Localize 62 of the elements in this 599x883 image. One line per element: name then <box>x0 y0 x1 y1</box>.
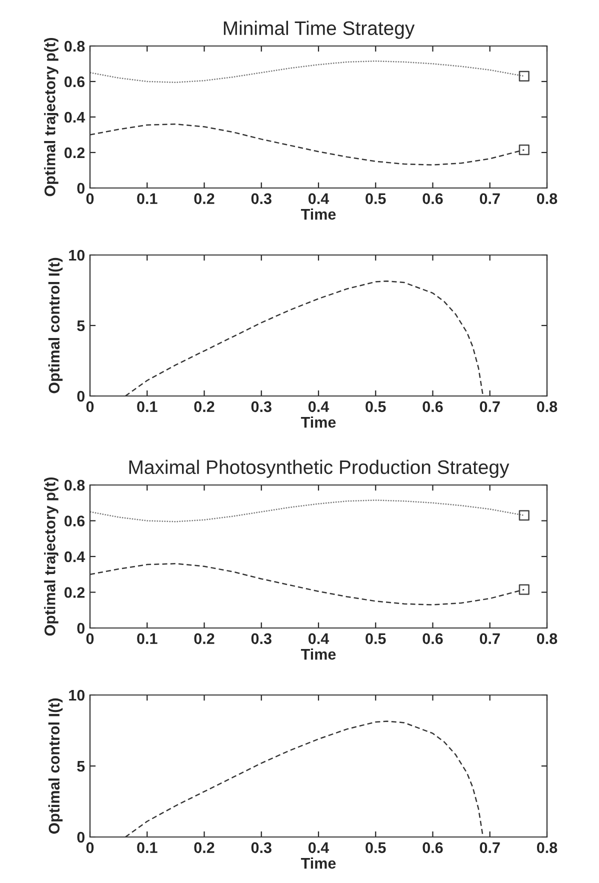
x-axis-title: Time <box>300 208 336 220</box>
x-tick-label: 0.1 <box>137 633 158 644</box>
x-tick-label: 0.7 <box>480 842 500 854</box>
y-axis-title: Optimal trajectory p(t) <box>44 477 58 636</box>
x-tick-label: 0 <box>86 193 94 204</box>
x-tick-label: 0.1 <box>137 193 158 204</box>
x-tick-label: 0.2 <box>194 193 214 204</box>
y-tick-label: 10 <box>69 250 85 261</box>
x-tick-label: 0.4 <box>308 842 330 854</box>
x-axis-title: Time <box>300 416 336 428</box>
x-tick-label: 0.7 <box>480 633 500 644</box>
x-tick-label: 0.3 <box>251 842 272 854</box>
y-tick-label: 0.4 <box>64 112 86 123</box>
y-axis-title: Optimal control I(t) <box>48 698 63 834</box>
y-tick-label: 0 <box>77 622 85 634</box>
y-tick-label: 5 <box>77 761 85 772</box>
x-tick-label: 0.4 <box>308 401 330 412</box>
x-tick-label: 0 <box>86 842 94 854</box>
x-tick-label: 0.5 <box>366 401 386 412</box>
y-tick-label: 0.2 <box>64 147 85 158</box>
x-tick-label: 0.6 <box>422 193 443 204</box>
x-tick-label: 0.3 <box>251 633 272 644</box>
y-tick-label: 0.6 <box>64 516 85 526</box>
x-tick-label: 0.6 <box>422 401 443 412</box>
chart-title: Minimal Time Strategy <box>224 20 415 39</box>
x-tick-label: 0.7 <box>480 401 500 412</box>
x-tick-label: 0.5 <box>366 633 386 644</box>
x-tick-label: 0.6 <box>422 633 443 644</box>
y-axis-title: Optimal control I(t) <box>48 258 63 394</box>
x-axis-title: Time <box>300 648 336 660</box>
x-tick-label: 0.2 <box>194 633 214 644</box>
y-axis-title: Optimal trajectory p(t) <box>44 38 58 196</box>
x-tick-label: 0.5 <box>366 842 386 854</box>
y-tick-label: 0.4 <box>64 551 86 562</box>
y-tick-label: 0.8 <box>64 480 85 491</box>
x-tick-label: 0.2 <box>194 842 214 854</box>
y-tick-label: 0 <box>77 832 85 843</box>
y-tick-label: 0 <box>77 182 85 194</box>
x-tick-label: 0.8 <box>536 193 558 204</box>
y-tick-label: 0.8 <box>64 40 85 52</box>
x-tick-label: 0.8 <box>536 401 558 412</box>
x-tick-label: 0.4 <box>308 633 330 644</box>
x-tick-label: 0.6 <box>422 842 443 854</box>
x-axis-title: Time <box>300 857 336 869</box>
x-tick-label: 0.8 <box>536 842 558 854</box>
y-tick-label: 0 <box>77 390 85 402</box>
y-tick-label: 0.6 <box>64 76 85 88</box>
chart-title: Maximal Photosynthetic Production Strategy <box>129 460 510 478</box>
x-tick-label: 0 <box>86 401 94 412</box>
x-tick-label: 0.1 <box>137 842 158 854</box>
x-tick-label: 0.5 <box>366 193 386 204</box>
x-tick-label: 0.2 <box>194 401 214 412</box>
y-tick-label: 0.2 <box>64 587 85 598</box>
x-tick-label: 0.7 <box>480 193 500 204</box>
y-tick-label: 10 <box>69 690 85 701</box>
x-tick-label: 0.3 <box>251 193 272 204</box>
x-tick-label: 0.3 <box>251 401 272 412</box>
x-tick-label: 0.4 <box>308 193 330 204</box>
y-tick-label: 5 <box>77 320 85 332</box>
x-tick-label: 0.1 <box>137 401 158 412</box>
x-tick-label: 0 <box>86 633 94 644</box>
x-tick-label: 0.8 <box>536 633 558 644</box>
